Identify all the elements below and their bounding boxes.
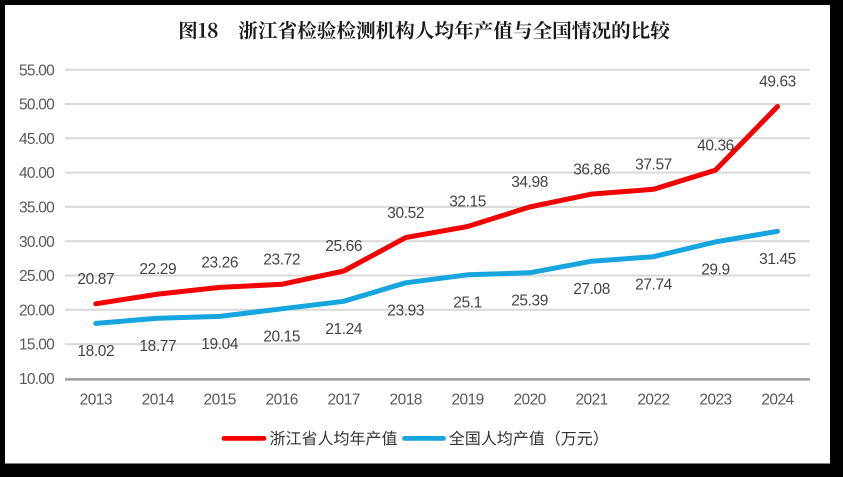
svg-text:18.02: 18.02 [77,343,114,360]
svg-text:30.52: 30.52 [387,205,424,222]
svg-text:2015: 2015 [204,391,236,408]
svg-text:25.39: 25.39 [511,293,548,310]
svg-text:10.00: 10.00 [19,371,55,388]
svg-text:23.26: 23.26 [201,255,238,272]
svg-text:2021: 2021 [575,391,607,408]
svg-text:35.00: 35.00 [19,200,55,217]
svg-text:30.00: 30.00 [19,234,55,251]
svg-text:20.87: 20.87 [77,271,114,288]
svg-text:2013: 2013 [80,391,112,408]
svg-text:2023: 2023 [699,391,731,408]
svg-text:18.77: 18.77 [139,338,176,355]
svg-text:22.29: 22.29 [139,261,176,278]
svg-text:19.04: 19.04 [201,336,239,353]
svg-text:31.45: 31.45 [759,251,796,268]
svg-text:32.15: 32.15 [449,194,486,211]
svg-text:55.00: 55.00 [19,62,55,79]
svg-text:36.86: 36.86 [573,161,610,178]
svg-text:29.9: 29.9 [701,262,730,279]
svg-text:49.63: 49.63 [759,74,796,91]
svg-text:40.36: 40.36 [697,137,734,154]
svg-text:2017: 2017 [328,391,360,408]
svg-text:21.24: 21.24 [325,321,363,338]
svg-text:34.98: 34.98 [511,174,548,191]
svg-text:2022: 2022 [637,391,669,408]
svg-text:2024: 2024 [761,391,794,408]
svg-text:40.00: 40.00 [19,165,55,182]
svg-text:2019: 2019 [451,391,483,408]
svg-text:45.00: 45.00 [19,131,55,148]
svg-text:20.00: 20.00 [19,302,55,319]
svg-text:50.00: 50.00 [19,97,55,114]
svg-text:2014: 2014 [142,391,175,408]
svg-text:20.15: 20.15 [263,328,300,345]
svg-text:23.72: 23.72 [263,251,300,268]
svg-text:27.08: 27.08 [573,281,610,298]
svg-text:2020: 2020 [513,391,546,408]
svg-text:15.00: 15.00 [19,337,55,354]
svg-text:23.93: 23.93 [387,303,424,320]
svg-text:25.66: 25.66 [325,238,362,255]
svg-text:25.1: 25.1 [453,295,482,312]
svg-text:2016: 2016 [266,391,298,408]
svg-text:2018: 2018 [390,391,422,408]
svg-text:27.74: 27.74 [635,276,673,293]
svg-text:25.00: 25.00 [19,268,55,285]
svg-text:37.57: 37.57 [635,156,672,173]
